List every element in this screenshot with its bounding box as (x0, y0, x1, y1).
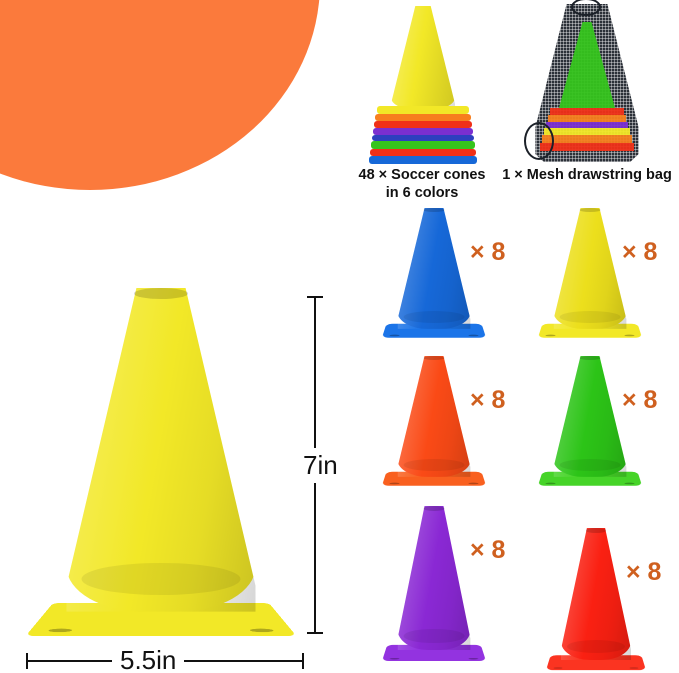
stack-layer (377, 106, 469, 114)
base-hole-icon (545, 483, 556, 485)
variant-cone-tip (423, 506, 445, 511)
variant-cone-tip (423, 208, 445, 213)
stack-layer (375, 114, 471, 121)
variant-count-purple: × 8 (470, 536, 506, 564)
variant-cone-body (397, 506, 471, 651)
stack-layer (370, 149, 476, 156)
variant-count-orange: × 8 (470, 386, 506, 414)
variant-cone-body (553, 208, 627, 329)
base-hole-icon (624, 483, 635, 485)
base-hole-icon (468, 335, 479, 337)
variant-count-green: × 8 (622, 386, 658, 414)
height-dimension-label: 7in (300, 448, 341, 483)
promo-badge-text: 48 Packs of Soccer Cones (0, 0, 190, 30)
base-hole-icon (624, 335, 635, 337)
stacked-cones-illustration (368, 6, 478, 164)
variant-cone-body (561, 528, 631, 661)
bag-drawstring-knot (571, 0, 601, 16)
hero-cone-body (66, 288, 256, 612)
variant-count-yellow: × 8 (622, 238, 658, 266)
variant-cone-green (538, 356, 642, 486)
base-hole-icon (629, 667, 639, 669)
base-hole-icon (553, 667, 563, 669)
stack-layer (374, 121, 472, 128)
bag-content-layer (546, 122, 628, 128)
base-hole-icon (47, 629, 74, 633)
base-hole-icon (389, 657, 400, 660)
stack-layer (373, 128, 473, 135)
bag-content-layer (548, 115, 626, 122)
base-hole-icon (545, 335, 556, 337)
base-hole-icon (389, 483, 400, 485)
stacked-cones-caption: 48 × Soccer cones in 6 colors (358, 167, 486, 202)
variant-cone-body (397, 208, 471, 329)
bag-drawstring-loop (524, 122, 554, 160)
variant-cone-blue (382, 208, 486, 338)
hero-cone-tip (134, 288, 188, 300)
variant-cone-red (546, 528, 646, 670)
bag-content-layer (540, 143, 634, 151)
base-hole-icon (468, 483, 479, 485)
variant-count-red: × 8 (626, 558, 662, 586)
stack-layer (369, 156, 477, 164)
hero-cone (26, 288, 296, 636)
promo-badge: 48 Packs of Soccer Cones (0, 0, 320, 190)
variant-count-blue: × 8 (470, 238, 506, 266)
variant-cone-yellow (538, 208, 642, 338)
variant-cone-tip (586, 528, 606, 533)
variant-cone-body (397, 356, 471, 477)
variant-cone-tip (423, 356, 445, 361)
variant-cone-tip (579, 208, 601, 213)
stack-layer (372, 135, 474, 141)
width-dimension-label: 5.5in (112, 645, 185, 673)
variant-cone-purple (382, 506, 486, 661)
base-hole-icon (468, 657, 479, 660)
bag-content-layer (542, 135, 632, 143)
stack-layer (371, 141, 475, 149)
bag-content-layer (550, 108, 624, 115)
bag-content-layer (544, 128, 630, 135)
mesh-bag-caption: 1 × Mesh drawstring bag (502, 167, 672, 183)
variant-cone-body (553, 356, 627, 477)
stack-top-cone (391, 6, 455, 110)
variant-cone-tip (579, 356, 601, 361)
base-hole-icon (389, 335, 400, 337)
mesh-bag-illustration (524, 0, 647, 162)
base-hole-icon (248, 629, 275, 633)
variant-cone-orange (382, 356, 486, 486)
